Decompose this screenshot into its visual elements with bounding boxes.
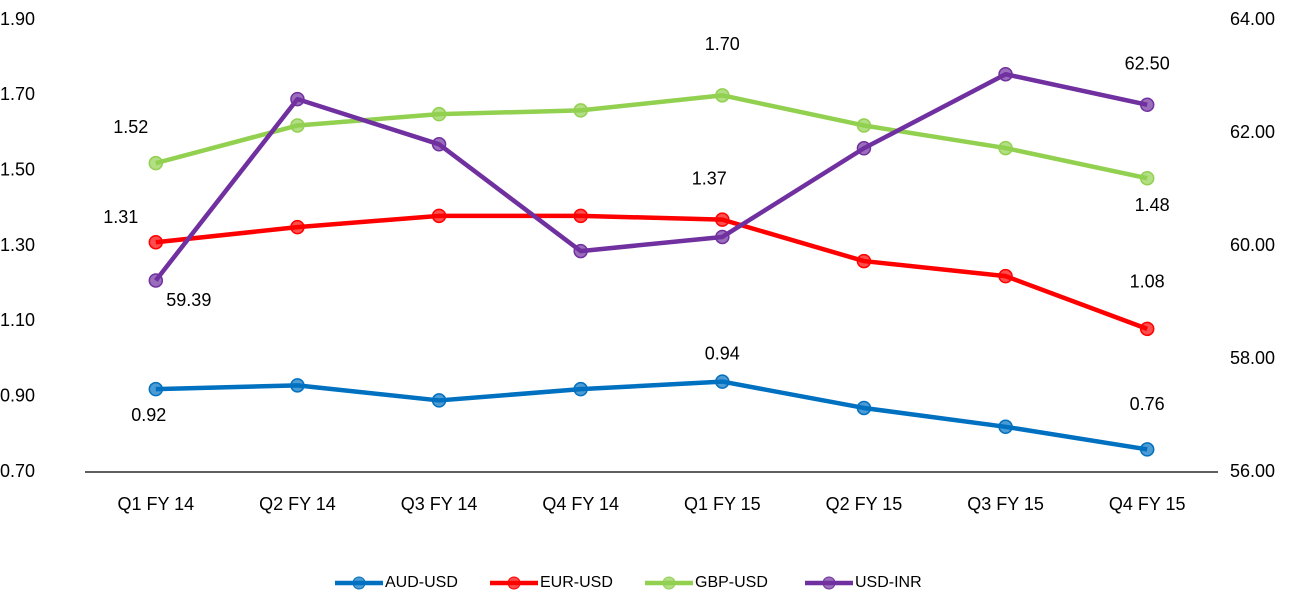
- data-label: 1.48: [1135, 195, 1170, 215]
- y-tick-label: 1.90: [0, 9, 35, 29]
- point-marker: [431, 106, 447, 122]
- point-marker: [1139, 170, 1155, 186]
- x-tick-label: Q4 FY 15: [1109, 494, 1186, 514]
- legend-label: GBP-USD: [695, 574, 768, 591]
- point-marker: [998, 419, 1013, 435]
- data-label: 1.52: [113, 117, 148, 137]
- x-tick-label: Q2 FY 15: [826, 494, 903, 514]
- data-label: 0.94: [705, 343, 740, 363]
- y2-tick-label: 60.00: [1230, 235, 1275, 255]
- data-label: 59.39: [166, 290, 211, 310]
- legend-label: EUR-USD: [540, 574, 613, 591]
- point-marker: [715, 374, 730, 389]
- y-tick-label: 0.90: [0, 385, 35, 405]
- point-marker: [573, 208, 588, 224]
- point-marker: [148, 381, 164, 397]
- point-marker: [856, 141, 872, 156]
- point-marker: [856, 253, 872, 269]
- y2-tick-label: 56.00: [1230, 461, 1275, 481]
- legend-marker: [507, 576, 521, 590]
- point-marker: [1139, 442, 1155, 457]
- y-tick-label: 1.30: [0, 235, 35, 255]
- point-marker: [148, 155, 164, 171]
- data-label: 1.31: [103, 207, 138, 227]
- point-marker: [431, 137, 447, 152]
- point-marker: [290, 378, 305, 393]
- data-label: 0.92: [131, 405, 166, 425]
- legend-label: AUD-USD: [385, 574, 458, 591]
- data-label: 62.50: [1125, 54, 1170, 74]
- y2-tick-label: 62.00: [1230, 122, 1275, 142]
- point-marker: [998, 140, 1013, 156]
- y-tick-label: 0.70: [0, 461, 35, 481]
- y-tick-label: 1.70: [0, 84, 35, 104]
- x-tick-label: Q3 FY 15: [967, 494, 1044, 514]
- point-marker: [715, 212, 730, 227]
- series-line: [155, 93, 1148, 181]
- point-marker: [856, 118, 872, 133]
- point-marker: [715, 88, 730, 103]
- y2-tick-label: 58.00: [1230, 348, 1275, 368]
- point-marker: [290, 219, 305, 235]
- point-marker: [998, 66, 1013, 82]
- point-marker: [1139, 321, 1155, 337]
- legend-marker: [662, 576, 676, 590]
- legend-marker: [352, 576, 366, 590]
- point-marker: [290, 118, 305, 133]
- point-marker: [148, 273, 164, 288]
- point-marker: [290, 91, 305, 107]
- point-marker: [431, 393, 447, 408]
- data-label: 1.37: [692, 168, 727, 188]
- x-tick-label: Q4 FY 14: [542, 494, 619, 514]
- x-tick-label: Q1 FY 15: [684, 494, 761, 514]
- legend-marker: [822, 576, 836, 590]
- point-marker: [573, 103, 588, 118]
- point-marker: [148, 234, 164, 250]
- point-marker: [856, 400, 872, 416]
- data-label: 1.08: [1130, 272, 1165, 292]
- point-marker: [431, 208, 447, 224]
- series-line: [155, 213, 1148, 331]
- point-marker: [573, 381, 588, 397]
- series-line: [155, 379, 1148, 452]
- x-tick-label: Q1 FY 14: [117, 494, 194, 514]
- x-tick-label: Q3 FY 14: [401, 494, 478, 514]
- point-marker: [998, 268, 1013, 284]
- legend-label: USD-INR: [855, 574, 922, 591]
- series-line: [154, 71, 1148, 282]
- y-tick-label: 1.10: [0, 310, 35, 330]
- x-tick-label: Q2 FY 14: [259, 494, 336, 514]
- point-marker: [1139, 97, 1155, 112]
- data-label: 0.76: [1130, 394, 1165, 414]
- y-tick-label: 1.50: [0, 159, 35, 179]
- point-marker: [573, 243, 588, 259]
- point-marker: [715, 229, 730, 245]
- y2-tick-label: 64.00: [1230, 9, 1275, 29]
- data-label: 1.70: [705, 34, 740, 54]
